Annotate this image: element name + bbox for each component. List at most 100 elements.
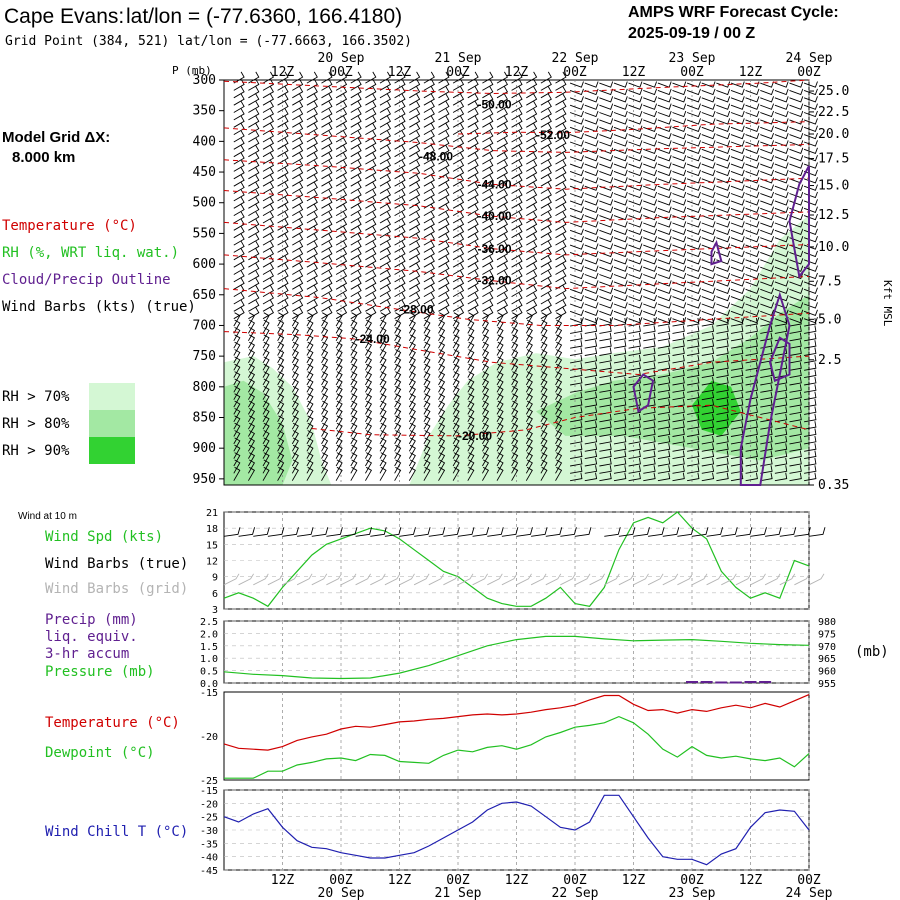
wind-barb (716, 103, 731, 110)
pressure-tick-label: 400 (193, 134, 216, 149)
wind-barb (379, 277, 392, 290)
wind-barb (643, 110, 658, 118)
wind-barb (321, 307, 333, 320)
wind-barb (467, 189, 479, 202)
wind-barb (657, 81, 672, 88)
wind-barb (394, 285, 406, 297)
wind-barb (716, 421, 729, 430)
wind-barb (248, 263, 260, 275)
wind-barb-grid (370, 573, 386, 586)
wind-barb (511, 93, 523, 106)
pressure-tick-label: 965 (818, 654, 836, 665)
wind-barb (321, 430, 329, 445)
wind-barb (292, 204, 304, 216)
wind-barb (379, 93, 392, 106)
wind-barb (292, 182, 304, 194)
wind-barb (365, 101, 377, 113)
windchill-label: Wind Chill T (°C) (45, 824, 188, 840)
wind-barb (496, 196, 509, 209)
wind-barb (570, 457, 583, 467)
wind-barb (745, 125, 760, 132)
wind-barb (584, 457, 598, 467)
wind-barb (335, 196, 348, 209)
wind-barb (496, 182, 509, 194)
wind-barb (277, 363, 285, 378)
wind-barb (730, 213, 745, 221)
wind-barb (643, 272, 658, 280)
wind-barb-true (399, 527, 416, 537)
wind-barb (570, 399, 583, 408)
wind-barb (803, 258, 818, 265)
wind-barb (350, 312, 358, 327)
wind-barb (408, 319, 416, 334)
wind-barb (613, 347, 627, 356)
wind-barb (526, 145, 538, 158)
wind-barb-grid (764, 573, 781, 586)
wind-barb (628, 465, 641, 474)
legend-temperature: Temperature (°C) (2, 218, 137, 234)
wind-barb (555, 437, 563, 452)
wind-barb (379, 285, 392, 297)
wind-barb (570, 443, 583, 452)
wind-barb (804, 465, 817, 474)
wind-barb (335, 240, 348, 253)
wind-barb (335, 393, 343, 408)
wind-barb (657, 406, 671, 415)
wind-barb (467, 233, 479, 246)
wind-barb (599, 340, 612, 349)
wind-barb (306, 319, 314, 334)
wind-barb (540, 400, 548, 415)
wind-barb (687, 406, 700, 415)
wind-barb (774, 325, 788, 334)
wind-barb (599, 332, 612, 342)
wind-barb (716, 177, 731, 184)
wind-barb (292, 255, 304, 268)
wind-barb (496, 277, 509, 290)
wind-barb-true (794, 527, 811, 537)
wind-barb (701, 88, 716, 96)
wind-barb (394, 248, 406, 261)
wind-barb (555, 204, 567, 216)
wind-barb (350, 299, 362, 312)
wind-barb (365, 312, 373, 327)
wind-barb (599, 325, 612, 334)
wind-barb (613, 413, 627, 423)
wind-barb (291, 408, 299, 423)
wind-barb (628, 309, 643, 316)
temp-tick-label: -25 (200, 776, 218, 787)
wind-barb (511, 466, 519, 481)
wind-barb (277, 307, 289, 320)
wind-barb-true (311, 527, 329, 537)
wind-barb (306, 327, 314, 342)
wind-barb (365, 334, 373, 349)
wind-barb (511, 327, 519, 342)
wind-barb-grid (604, 573, 620, 586)
wind-barb (628, 155, 643, 162)
wind-barb (657, 96, 672, 103)
wind-barb (789, 332, 802, 342)
wind-barb-grid (326, 573, 342, 586)
wind-barb (745, 118, 760, 125)
wind-barb (262, 341, 270, 356)
wind-barb (511, 108, 523, 121)
wind-barb (789, 406, 802, 415)
wind-barb (409, 108, 421, 121)
wind-barb (306, 292, 318, 305)
wind-barb (672, 81, 687, 88)
wind-barb (379, 101, 392, 113)
wind-barb (248, 233, 260, 246)
wind-barb (760, 472, 773, 482)
wind-barb (248, 378, 256, 393)
wind-barb (350, 285, 362, 297)
wind-barb (613, 325, 627, 334)
wind-barb (379, 349, 387, 364)
wind-barb (423, 292, 435, 305)
wind-barb (672, 169, 687, 177)
wind-barb (716, 391, 729, 401)
wind-barb (716, 369, 729, 379)
bottom-time-label: 12Z (271, 873, 295, 888)
wind-barb (569, 147, 584, 154)
wind-barb (452, 167, 465, 180)
wind-barb (628, 81, 643, 88)
wind-barb (672, 147, 687, 154)
